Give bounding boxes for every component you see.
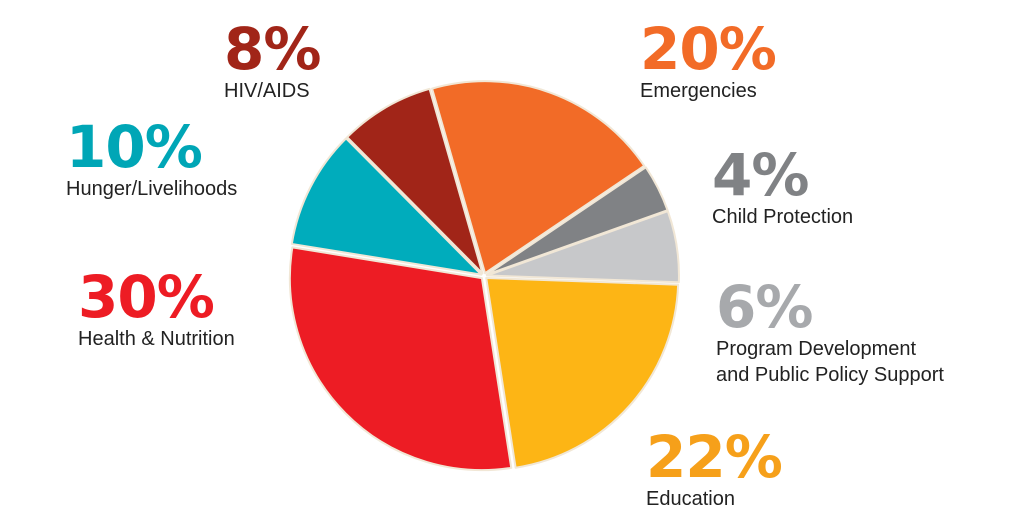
slice-label-hiv-aids: HIV/AIDS: [224, 80, 310, 102]
callout-emergencies: 20% Emergencies: [640, 15, 777, 104]
callout-hiv-aids: 8% HIV/AIDS: [224, 15, 321, 104]
value-label-child-protection: 4%: [712, 141, 809, 209]
value-label-health-nutrition: 30%: [78, 263, 215, 331]
slice-label-health-nutrition: Health & Nutrition: [78, 328, 235, 350]
callout-health-nutrition: 30% Health & Nutrition: [78, 268, 235, 352]
pie-slice-emergencies: [431, 80, 646, 275]
callout-hunger-livelihoods: 10% Hunger/Livelihoods: [66, 118, 237, 202]
value-label-education: 22%: [646, 423, 783, 491]
callout-child-protection: 4% Child Protection: [712, 146, 853, 230]
slice-label-program-development-line-2: and Public Policy Support: [716, 364, 944, 386]
slice-label-program-development-line-1: Program Development: [716, 338, 917, 360]
slice-label-child-protection: Child Protection: [712, 206, 854, 228]
pie-slice-program-development: [485, 210, 680, 284]
callout-program-development: 6% Program Development and Public Policy…: [716, 278, 944, 388]
value-label-hiv-aids: 8%: [224, 15, 321, 83]
slice-label-education: Education: [646, 488, 735, 510]
slice-label-hunger-livelihoods: Hunger/Livelihoods: [66, 178, 238, 200]
slice-label-emergencies: Emergencies: [640, 80, 757, 102]
pie-slice-hiv-aids: [346, 87, 484, 275]
callout-education: 22% Education: [646, 423, 783, 512]
value-label-emergencies: 20%: [640, 15, 777, 83]
value-label-hunger-livelihoods: 10%: [66, 113, 203, 181]
pie-slice-health-nutrition: [288, 246, 513, 472]
pie-slice-education: [485, 276, 680, 469]
value-label-program-development: 6%: [716, 273, 813, 341]
pie-slice-hunger-livelihoods: [290, 137, 483, 276]
